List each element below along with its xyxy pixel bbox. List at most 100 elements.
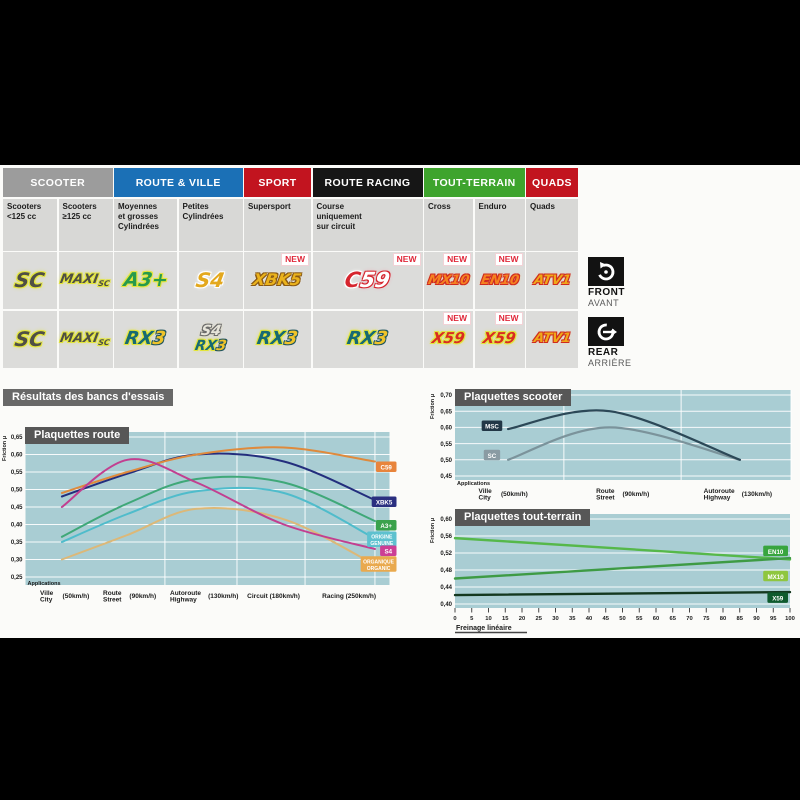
logo-rx3: RX3 xyxy=(345,327,390,349)
logo-x59: X59 xyxy=(481,329,518,348)
svg-text:(90km/h): (90km/h) xyxy=(623,491,650,498)
svg-text:SC: SC xyxy=(488,453,497,460)
tt-chart-title: Plaquettes tout-terrain xyxy=(455,509,591,526)
rear-disc-icon xyxy=(588,317,624,346)
logo-s4: S4 xyxy=(194,268,227,292)
logo-maxi-sc: MAXISC xyxy=(59,330,111,347)
x-tick-label: 90 xyxy=(753,616,759,622)
svg-text:City: City xyxy=(40,597,53,604)
svg-text:Route: Route xyxy=(103,590,122,597)
legend-chip-A3-: A3+ xyxy=(375,519,397,531)
y-tick-label: 0,65 xyxy=(440,409,452,415)
series-SC xyxy=(507,426,741,461)
svg-text:Racing (250km/h): Racing (250km/h) xyxy=(322,593,376,600)
x-tick-label: 0 xyxy=(453,616,456,622)
svg-text:(130km/h): (130km/h) xyxy=(742,491,772,498)
y-tick-label: 0,56 xyxy=(440,534,452,540)
rear-axle-item: REAR ARRIÈRE xyxy=(588,317,658,368)
svg-text:ORGANIQUE: ORGANIQUE xyxy=(363,559,395,565)
front-cell-6: NEW MX10 xyxy=(424,252,473,309)
x-tick-label: 65 xyxy=(670,616,677,622)
svg-text:Autoroute: Autoroute xyxy=(704,488,735,495)
logo-rx3: RX3 xyxy=(123,327,168,349)
y-axis-title: Friction μ xyxy=(430,518,436,543)
logo-sc: SC xyxy=(13,326,47,351)
catalog-panel: SCOOTER ROUTE & VILLE SPORT ROUTE RACING TOU… xyxy=(0,165,800,638)
logo-xbk5: XBK5 xyxy=(251,270,304,290)
legend-chip-EN10: EN10 xyxy=(763,545,788,557)
svg-text:EN10: EN10 xyxy=(768,549,784,556)
y-tick-label: 0,40 xyxy=(11,523,23,529)
front-sub-label: AVANT xyxy=(588,298,620,308)
svg-text:Highway: Highway xyxy=(170,597,197,604)
route-chart-title: Plaquettes route xyxy=(25,427,130,444)
new-badge: NEW xyxy=(443,253,471,266)
svg-text:Ville: Ville xyxy=(479,488,493,495)
y-tick-label: 0,52 xyxy=(440,551,452,557)
rear-cell-1: MAXISC xyxy=(58,310,113,368)
y-tick-label: 0,55 xyxy=(440,442,452,448)
x-tick-label: 100 xyxy=(785,616,795,622)
svg-text:Route: Route xyxy=(596,488,615,495)
front-cell-2: A3+ xyxy=(114,252,177,309)
tout-terrain-friction-chart: 0,40 0,44 0,48 0,52 0,56 0,60 0 5 10 15 20 25 30 35 40… xyxy=(430,514,795,634)
x-axis: 0 5 10 15 20 25 30 35 40 45 50 55 60 65 70 75 80 85 90 95 10… xyxy=(453,608,795,622)
subheader-4: Supersport xyxy=(244,198,311,251)
svg-text:(50km/h): (50km/h) xyxy=(63,593,90,600)
y-tick-label: 0,30 xyxy=(11,558,23,564)
group-header-route-racing: ROUTE RACING xyxy=(312,168,423,197)
y-tick-label: 0,60 xyxy=(11,453,23,459)
x-tick-label: 35 xyxy=(569,616,576,622)
logo-atv1: ATV1 xyxy=(532,272,572,288)
x-tick-label: 75 xyxy=(703,616,710,622)
y-tick-label: 0,65 xyxy=(11,435,23,441)
legend-chip-X59: X59 xyxy=(767,592,788,603)
axle-legend: FRONT AVANT REAR ARRIÈRE xyxy=(588,257,658,377)
x-tick-label: 95 xyxy=(770,616,777,622)
new-badge: NEW xyxy=(281,253,309,266)
logo-rx3: RX3 xyxy=(255,327,300,349)
x-axis-title: Applications xyxy=(28,581,61,587)
subheader-7: Enduro xyxy=(474,198,525,251)
rear-cell-5: RX3 xyxy=(312,310,423,368)
front-disc-icon xyxy=(588,257,624,286)
rear-cell-8: ATV1 xyxy=(526,310,578,368)
svg-text:S4: S4 xyxy=(385,549,393,556)
series-X59 xyxy=(453,590,792,597)
subheader-0: Scooters <125 cc xyxy=(3,198,57,251)
subheader-6: Cross xyxy=(424,198,473,251)
y-axis-title: Friction μ xyxy=(2,436,8,461)
y-tick-label: 0,55 xyxy=(11,470,23,476)
subheader-1: Scooters ≥125 cc xyxy=(58,198,113,251)
x-tick-label: 80 xyxy=(720,616,726,622)
y-tick-label: 0,40 xyxy=(440,602,452,608)
subheader-5: Course uniquement sur circuit xyxy=(312,198,423,251)
y-tick-label: 0,35 xyxy=(11,540,23,546)
x-tick-label: 85 xyxy=(737,616,744,622)
new-badge: NEW xyxy=(392,253,421,266)
svg-text:Ville: Ville xyxy=(40,590,54,597)
rear-cell-6: NEW X59 xyxy=(424,310,473,368)
route-friction-chart: 0,25 0,30 0,35 0,40 0,45 0,50 0,55 0,60 0,65 ORGA… xyxy=(2,432,397,604)
front-cell-3: S4 xyxy=(178,252,243,309)
legend-chip-C59: C59 xyxy=(375,461,397,472)
svg-text:C59: C59 xyxy=(381,465,393,472)
x-tick-label: 55 xyxy=(636,616,643,622)
x-tick-label: 50 xyxy=(619,616,625,622)
logo-mx10: MX10 xyxy=(426,272,471,288)
y-tick-label: 0,60 xyxy=(440,426,452,432)
series-S4 xyxy=(60,458,376,550)
svg-text:A3+: A3+ xyxy=(380,523,392,530)
rear-sub-label: ARRIÈRE xyxy=(588,358,632,368)
front-cell-7: NEW EN10 xyxy=(474,252,525,309)
y-tick-label: 0,44 xyxy=(440,585,452,591)
group-header-sport: SPORT xyxy=(244,168,311,197)
x-tick-label: 70 xyxy=(686,616,692,622)
logo-a3-: A3+ xyxy=(121,268,170,291)
x-axis-title: Freinage linéaire xyxy=(456,625,512,632)
subheader-2: Moyennes et grosses Cylindrées xyxy=(114,198,177,251)
